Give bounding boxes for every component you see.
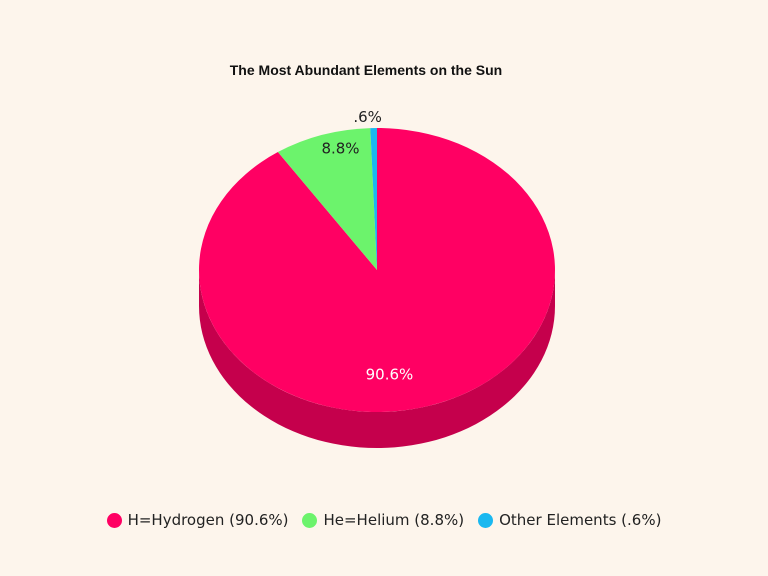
legend-item-h-hydrogen-90-6[interactable]: H=Hydrogen (90.6%) xyxy=(106,511,289,529)
legend-swatch xyxy=(478,512,494,528)
chart-title: The Most Abundant Elements on the Sun xyxy=(229,62,503,78)
pie-3d-side xyxy=(199,270,555,448)
pie-side-h-hydrogen-90-6 xyxy=(199,270,555,448)
slice-label-h-hydrogen-90-6: 90.6% xyxy=(366,366,414,384)
slice-label-other-elements-6: .6% xyxy=(353,108,382,126)
legend: H=Hydrogen (90.6%) He=Helium (8.8%) Other … xyxy=(0,511,768,529)
slice-label-he-helium-8-8: 8.8% xyxy=(321,139,359,157)
pie-top xyxy=(199,128,556,412)
legend-label: H=Hydrogen (90.6%) xyxy=(127,511,289,529)
pie-labels: 90.6% 8.8% .6% xyxy=(321,108,413,384)
pie-slice-he-helium-8-8[interactable] xyxy=(277,128,377,270)
pie-slice-other-elements-6[interactable] xyxy=(370,128,377,270)
legend-label: He=Helium (8.8%) xyxy=(323,511,465,529)
legend-item-he-helium-8-8[interactable]: He=Helium (8.8%) xyxy=(302,511,464,529)
legend-label: Other Elements (.6%) xyxy=(499,511,662,529)
legend-item-other-elements-6[interactable]: Other Elements (.6%) xyxy=(478,511,661,529)
legend-swatch xyxy=(106,512,122,528)
legend-swatch xyxy=(302,512,318,528)
